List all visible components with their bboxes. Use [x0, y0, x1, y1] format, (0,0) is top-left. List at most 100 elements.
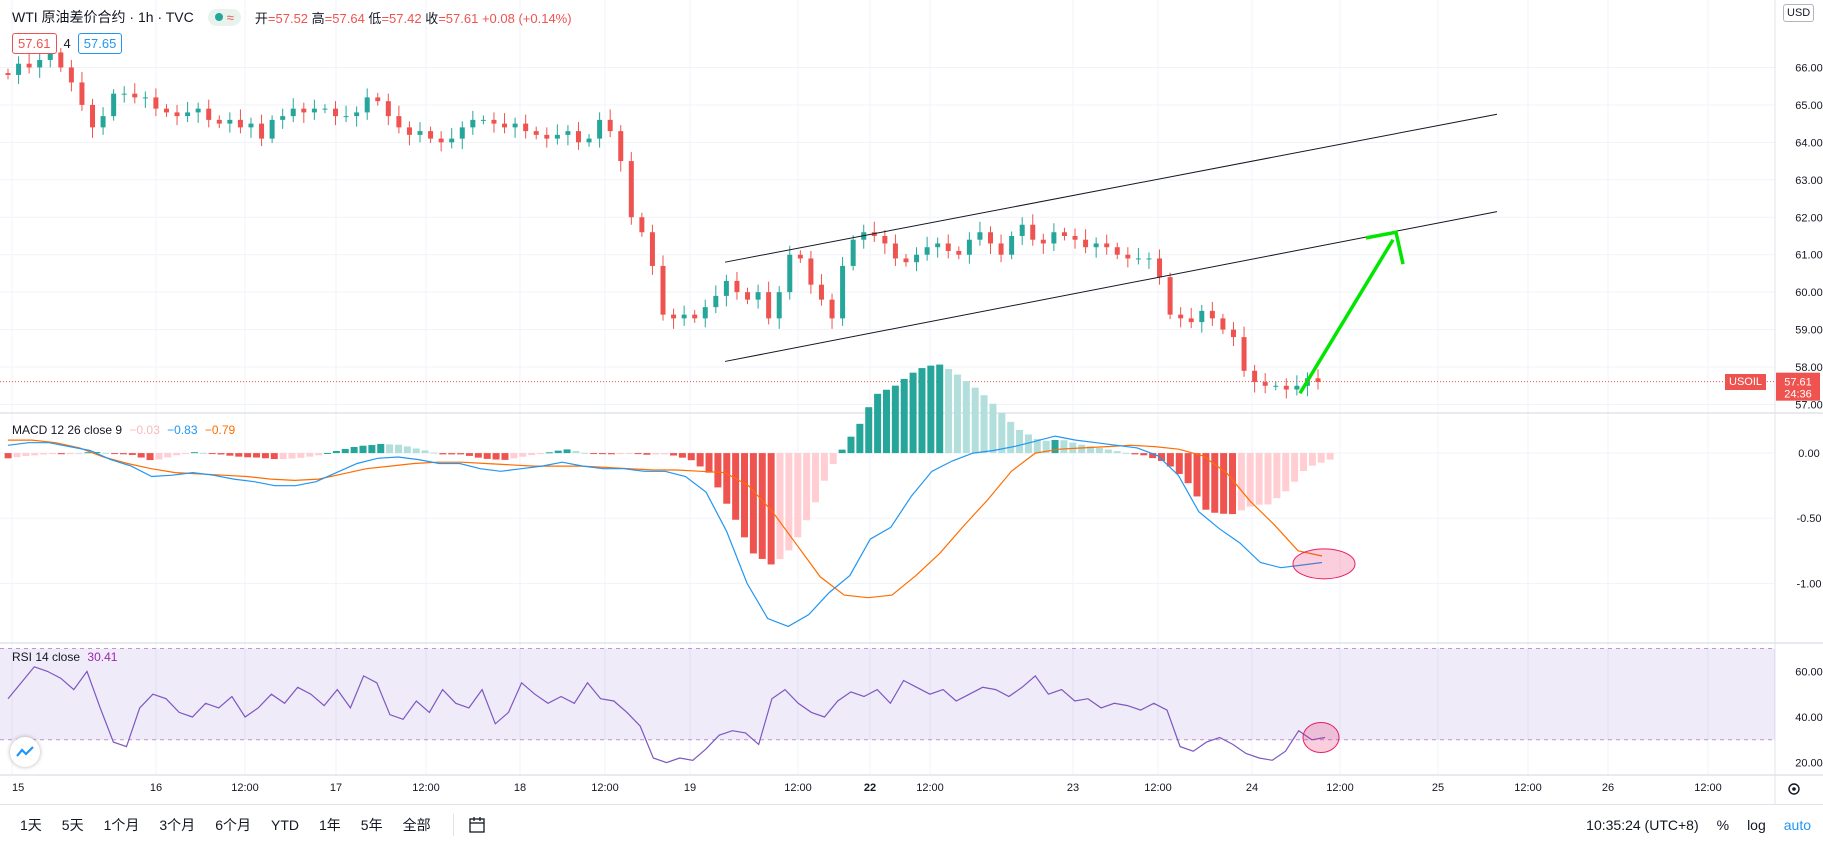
candle-body: [1241, 337, 1247, 371]
macd-histogram-bar: [102, 452, 110, 454]
candle-body: [68, 67, 74, 83]
log-toggle[interactable]: log: [1747, 816, 1766, 833]
candle-body: [829, 299, 835, 319]
candle-body: [597, 119, 603, 139]
visibility-toggle[interactable]: ≈: [207, 8, 241, 26]
open-value: =57.52: [267, 10, 309, 26]
range-6m[interactable]: 6个月: [215, 816, 251, 833]
macd-histogram-bar: [1016, 429, 1024, 454]
range-1d[interactable]: 1天: [20, 816, 42, 833]
rsi-value: 30.41: [87, 650, 118, 664]
clock-time[interactable]: 10:35:24 (UTC+8): [1586, 816, 1699, 833]
macd-legend[interactable]: MACD 12 26 close 9 −0.03 −0.83 −0.79: [12, 423, 235, 437]
time-axis-tick: 12:00: [1694, 782, 1722, 794]
candle-body: [1104, 243, 1110, 248]
macd-histogram-bar: [1193, 453, 1201, 497]
candle-body: [956, 250, 962, 255]
macd-histogram-bar: [652, 453, 660, 455]
candle-body: [808, 258, 814, 285]
macd-histogram-bar: [394, 444, 402, 454]
candle-body: [1114, 247, 1120, 255]
macd-histogram-bar: [1104, 449, 1112, 454]
rsi-legend[interactable]: RSI 14 close 30.41: [12, 650, 117, 664]
macd-histogram-bar: [1042, 440, 1050, 454]
candle-body: [322, 108, 328, 110]
range-5d[interactable]: 5天: [61, 816, 84, 833]
macd-histogram-bar: [936, 364, 944, 454]
candle-body: [882, 235, 888, 244]
gear-center: [1792, 787, 1796, 791]
time-axis-tick: 25: [1432, 782, 1444, 794]
macd-histogram-bar: [111, 453, 119, 455]
candle-body: [354, 112, 360, 117]
macd-histogram-bar: [581, 452, 589, 454]
goto-date-icon[interactable]: [468, 816, 486, 834]
symbol-title[interactable]: WTI 原油差价合约 · 1h · TVC: [12, 9, 194, 25]
macd-histogram-bar: [741, 453, 749, 538]
range-1m[interactable]: 1个月: [103, 816, 140, 833]
macd-histogram-bar: [253, 453, 261, 458]
range-ytd[interactable]: YTD: [270, 816, 299, 833]
range-all[interactable]: 全部: [402, 816, 431, 833]
candle-body: [26, 63, 32, 68]
time-axis-tick: 15: [12, 782, 24, 794]
macd-histogram-bar: [1317, 453, 1325, 463]
macd-histogram-bar: [945, 368, 953, 454]
macd-histogram-bar: [918, 368, 926, 454]
macd-histogram-bar: [519, 453, 527, 457]
candle-body: [523, 123, 529, 132]
settings-icon[interactable]: [1788, 783, 1800, 795]
macd-histogram-bar: [377, 443, 385, 454]
range-5y[interactable]: 5年: [360, 816, 383, 833]
candle-body: [491, 119, 497, 124]
candle-body: [649, 232, 655, 266]
macd-hist-value: −0.03: [129, 423, 160, 437]
macd-histogram-bar: [270, 453, 278, 460]
auto-toggle[interactable]: auto: [1783, 816, 1811, 833]
percent-toggle[interactable]: %: [1716, 816, 1730, 833]
macd-line-value: −0.83: [167, 423, 198, 437]
macd-histogram-bar: [84, 452, 92, 454]
candle-body: [1262, 382, 1268, 386]
macd-histogram-bar: [66, 453, 74, 455]
candle-body: [1167, 277, 1173, 315]
macd-histogram-bar: [31, 453, 39, 456]
tradingview-logo[interactable]: [10, 737, 40, 767]
time-axis-tick: 12:00: [231, 782, 259, 794]
macd-histogram-bar: [93, 452, 101, 454]
macd-histogram-bar: [625, 453, 633, 455]
candle-body: [544, 134, 550, 139]
candle-body: [417, 131, 423, 135]
macd-histogram-bar: [1122, 452, 1130, 454]
candle-body: [364, 97, 370, 113]
candle-body: [628, 161, 634, 218]
candle-body: [871, 232, 877, 236]
macd-histogram-bar: [403, 446, 411, 454]
candle-body: [776, 292, 782, 319]
macd-histogram-bar: [1060, 440, 1068, 454]
macd-histogram-bar: [1255, 453, 1263, 505]
candle-body: [163, 108, 169, 113]
currency-badge[interactable]: USD: [1783, 4, 1815, 22]
buy-button[interactable]: 57.65: [77, 33, 123, 54]
candle-body: [100, 116, 106, 128]
candle-body: [998, 243, 1004, 255]
macd-histogram-bar: [882, 389, 890, 454]
candle-body: [1199, 310, 1205, 323]
candle-body: [1019, 224, 1025, 236]
time-axis-tick: 12:00: [1326, 782, 1354, 794]
wave-icon: ≈: [226, 9, 234, 25]
range-1y[interactable]: 1年: [318, 816, 341, 833]
candle-body: [713, 295, 719, 308]
candle-body: [1157, 258, 1163, 278]
sell-button[interactable]: 57.61: [12, 33, 57, 54]
candle-body: [1093, 243, 1099, 248]
candle-body: [269, 119, 275, 139]
candle-body: [702, 307, 708, 319]
range-3m[interactable]: 3个月: [159, 816, 196, 833]
rsi-line: [7, 666, 1326, 764]
candle-body: [1146, 258, 1152, 260]
macd-histogram-bar: [980, 395, 988, 454]
price-axis-tick: 63.00: [1795, 175, 1823, 187]
